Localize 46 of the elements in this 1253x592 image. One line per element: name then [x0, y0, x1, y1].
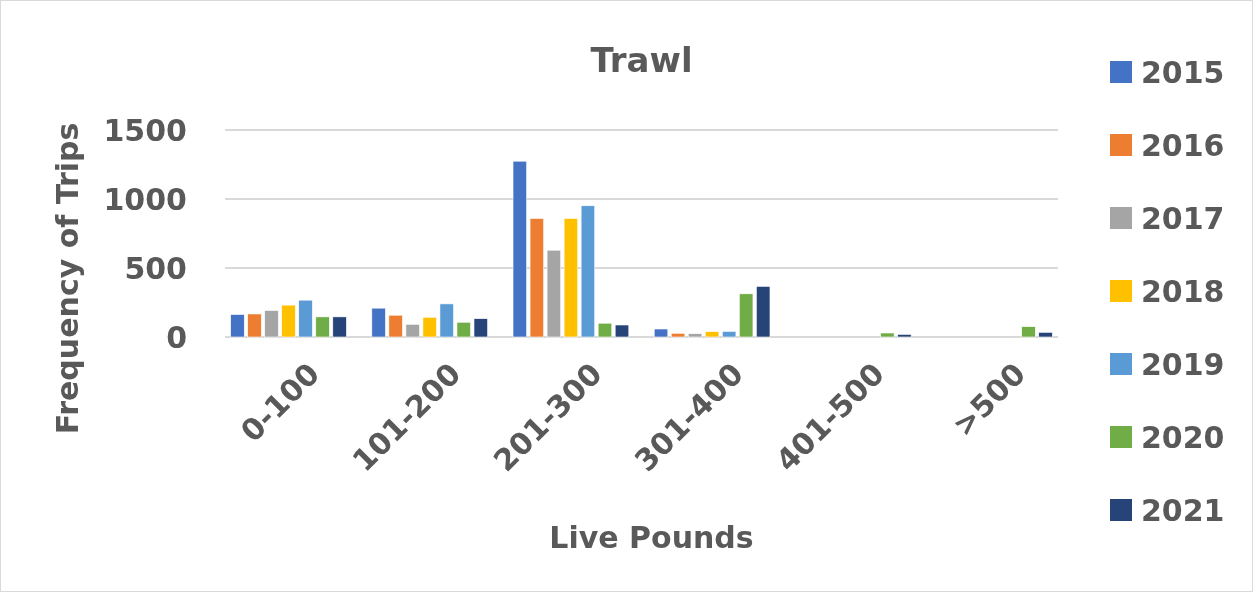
y-tick-label: 500: [124, 250, 187, 286]
y-tick-label: 1000: [103, 181, 187, 217]
bar: [456, 321, 471, 338]
x-axis-title: Live Pounds: [549, 520, 754, 555]
bar: [563, 218, 579, 338]
bar: [388, 314, 403, 338]
bar: [247, 313, 262, 338]
legend-label: 2020: [1141, 419, 1225, 455]
bar: [722, 331, 737, 338]
bar: [439, 303, 454, 338]
legend-label: 2017: [1141, 200, 1225, 236]
bar: [371, 307, 386, 338]
bar: [298, 299, 313, 338]
bar: [315, 316, 330, 338]
bar: [281, 304, 296, 338]
legend-label: 2021: [1141, 492, 1225, 528]
bar: [897, 334, 912, 338]
legend-label: 2018: [1141, 273, 1225, 309]
bar: [332, 316, 347, 338]
bar: [704, 331, 720, 338]
bar: [614, 324, 630, 338]
legend-label: 2015: [1141, 54, 1225, 90]
bar: [687, 333, 703, 338]
bar: [405, 324, 420, 338]
bar: [230, 314, 245, 338]
bar: [880, 332, 895, 338]
legend-label: 2016: [1141, 127, 1225, 163]
bar: [512, 160, 527, 338]
bar: [580, 205, 596, 338]
y-axis-title: Frequency of Trips: [50, 122, 85, 435]
y-tick-label: 1500: [103, 112, 187, 148]
bar: [473, 318, 488, 338]
bar: [264, 310, 279, 338]
bar: [670, 332, 686, 338]
bar: [653, 328, 669, 338]
bar: [422, 316, 437, 338]
bar: [1038, 332, 1053, 338]
bar: [597, 322, 613, 338]
y-tick-label: 0: [166, 319, 187, 355]
bar: [739, 293, 754, 338]
bar: [1021, 326, 1036, 338]
bar: [756, 286, 771, 338]
legend-label: 2019: [1141, 346, 1225, 382]
bar: [529, 218, 544, 338]
bar: [546, 249, 561, 338]
chart-title: Trawl: [590, 40, 693, 80]
